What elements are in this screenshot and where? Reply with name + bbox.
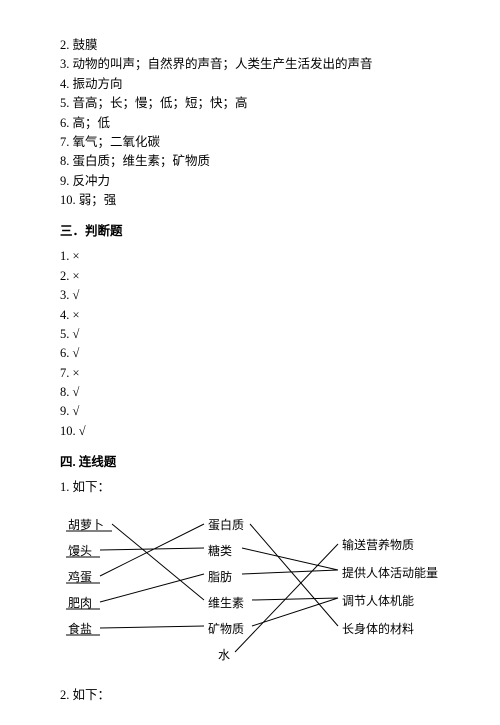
diagram-left-label: 鸡蛋 (68, 568, 92, 585)
judge-item: 7. × (60, 364, 440, 383)
diagram-middle-label: 蛋白质 (208, 516, 244, 533)
judge-item: 6. √ (60, 344, 440, 363)
judge-item: 3. √ (60, 286, 440, 305)
judge-item: 1. × (60, 247, 440, 266)
matching-intro-1: 1. 如下： (60, 478, 440, 497)
fill-item: 3. 动物的叫声；自然界的声音；人类生产生活发出的声音 (60, 55, 440, 74)
matching-diagram: 胡萝卜馒头鸡蛋肥肉食盐 蛋白质糖类脂肪维生素矿物质水 输送营养物质提供人体活动能量调… (60, 516, 440, 666)
judge-item: 5. √ (60, 325, 440, 344)
matching-intro-2: 2. 如下： (60, 686, 440, 705)
section4-heading: 四. 连线题 (60, 451, 440, 470)
diagram-right-label: 提供人体活动能量 (342, 564, 438, 581)
fill-item: 5. 音高；长；慢；低；短；快；高 (60, 94, 440, 113)
fill-item: 2. 鼓膜 (60, 36, 440, 55)
judge-item: 2. × (60, 267, 440, 286)
fill-item: 4. 振动方向 (60, 75, 440, 94)
judge-item: 9. √ (60, 402, 440, 421)
diagram-middle-label: 水 (218, 646, 230, 663)
diagram-right-label: 调节人体机能 (342, 592, 414, 609)
fill-item: 6. 高；低 (60, 114, 440, 133)
fill-item: 7. 氧气；二氧化碳 (60, 133, 440, 152)
diagram-right-label: 输送营养物质 (342, 536, 414, 553)
diagram-right-label: 长身体的材料 (342, 620, 414, 637)
fill-item: 10. 弱；强 (60, 191, 440, 210)
diagram-left-label: 胡萝卜 (68, 516, 104, 533)
section3-heading: 三．判断题 (60, 220, 440, 239)
diagram-middle-label: 脂肪 (208, 568, 232, 585)
diagram-left-label: 食盐 (68, 620, 92, 637)
diagram-left-label: 馒头 (68, 542, 92, 559)
diagram-middle-label: 糖类 (208, 542, 232, 559)
diagram-middle-label: 维生素 (208, 594, 244, 611)
fill-answers-block: 2. 鼓膜 3. 动物的叫声；自然界的声音；人类生产生活发出的声音 4. 振动方… (60, 36, 440, 210)
diagram-middle-label: 矿物质 (208, 620, 244, 637)
judge-item: 8. √ (60, 383, 440, 402)
judge-answers-block: 1. × 2. × 3. √ 4. × 5. √ 6. √ 7. × 8. √ … (60, 247, 440, 441)
fill-item: 8. 蛋白质；维生素；矿物质 (60, 152, 440, 171)
fill-item: 9. 反冲力 (60, 172, 440, 191)
judge-item: 10. √ (60, 422, 440, 441)
diagram-left-label: 肥肉 (68, 594, 92, 611)
judge-item: 4. × (60, 306, 440, 325)
